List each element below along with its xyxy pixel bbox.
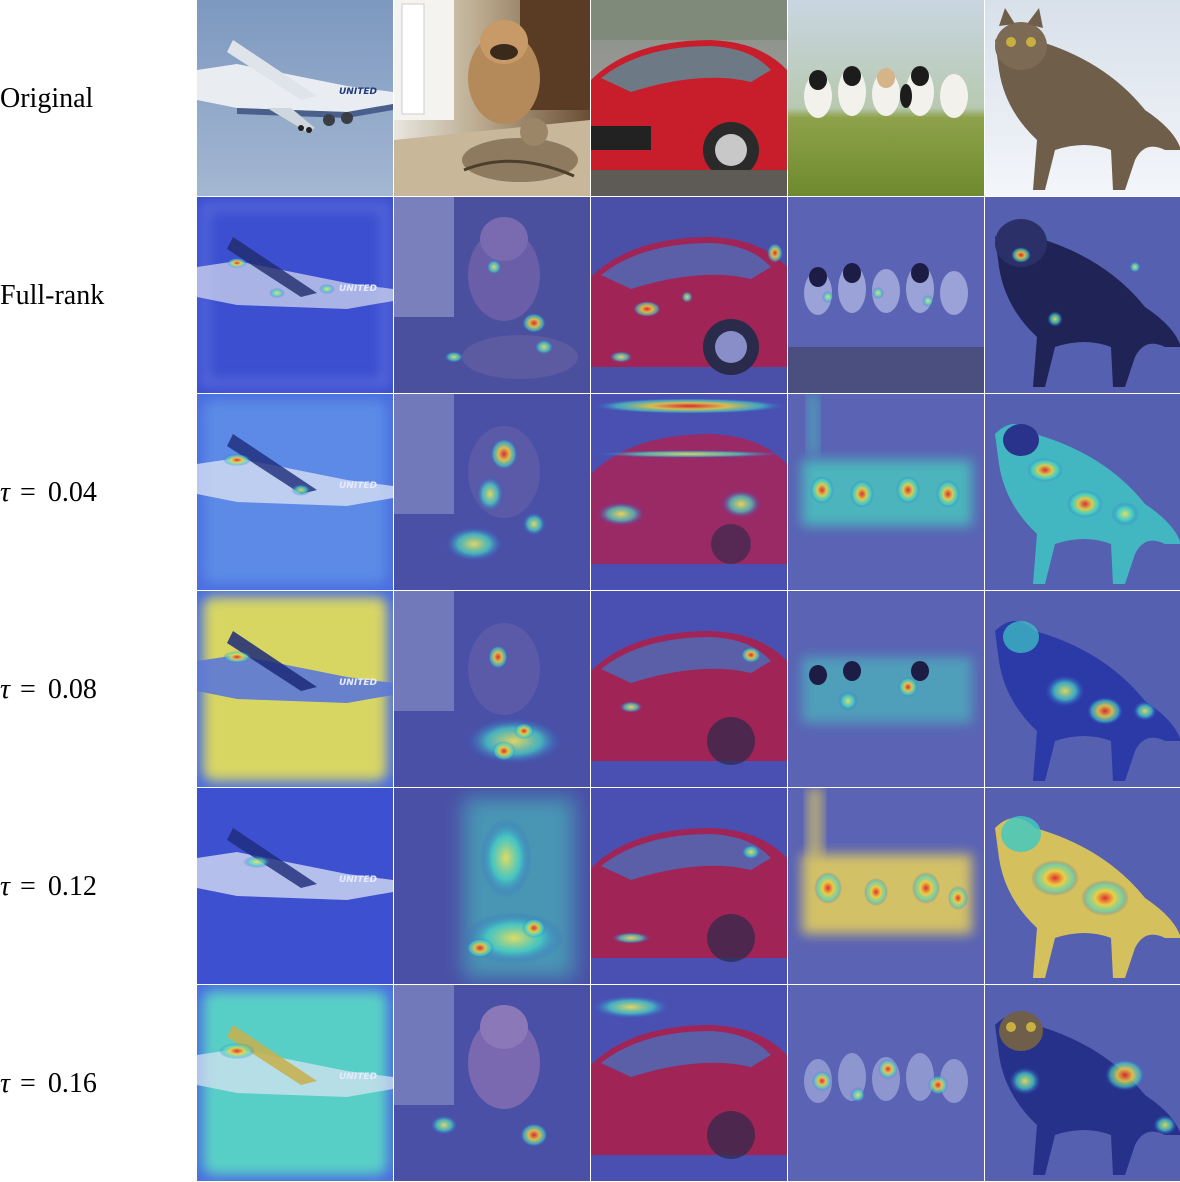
heatmap-airplane-tau-0-16: UNITED	[197, 985, 393, 1181]
heatmap-dogs-tau-0-04	[788, 394, 984, 590]
heatmap-cat-tau-0-08	[985, 591, 1180, 787]
heatmap-car-tau-0-12	[591, 788, 787, 984]
row-full-rank: Full-rank UNITED	[0, 197, 1180, 394]
row-label-text: Original	[0, 82, 94, 114]
heatmap-dogs-tau-0-08	[788, 591, 984, 787]
airplane-text: UNITED	[339, 87, 377, 97]
airplane-text: UNITED	[339, 1072, 377, 1082]
row-tau-0-08: τ = 0.08 UNITED	[0, 591, 1180, 788]
image-cat-original	[985, 0, 1180, 196]
airplane-text: UNITED	[339, 481, 377, 491]
heatmap-cat-tau-0-16	[985, 985, 1180, 1181]
heatmap-dog-cat-tau-0-16	[394, 985, 590, 1181]
heatmap-cat-tau-0-04	[985, 394, 1180, 590]
tau-value: 0.12	[47, 870, 97, 902]
tau-value: 0.04	[47, 476, 97, 508]
row-label-tau-0-16: τ = 0.16	[0, 985, 190, 1182]
tau-symbol: τ	[0, 870, 11, 902]
heatmap-dog-cat-full-rank	[394, 197, 590, 393]
heatmap-car-full-rank	[591, 197, 787, 393]
tau-symbol: τ	[0, 1067, 11, 1099]
heatmap-car-tau-0-08	[591, 591, 787, 787]
row-label-tau-0-04: τ = 0.04	[0, 394, 190, 591]
equals-sign: =	[20, 870, 36, 902]
heatmap-dogs-full-rank	[788, 197, 984, 393]
heatmap-airplane-tau-0-12: UNITED	[197, 788, 393, 984]
heatmap-airplane-tau-0-08: UNITED	[197, 591, 393, 787]
heatmap-cat-full-rank	[985, 197, 1180, 393]
tau-value: 0.08	[47, 673, 97, 705]
heatmap-dog-cat-tau-0-04	[394, 394, 590, 590]
equals-sign: =	[20, 1067, 36, 1099]
airplane-text: UNITED	[339, 284, 377, 294]
row-label-text: Full-rank	[0, 279, 105, 311]
airplane-text: UNITED	[339, 678, 377, 688]
heatmap-dogs-tau-0-16	[788, 985, 984, 1181]
row-tau-0-12: τ = 0.12 UNITED	[0, 788, 1180, 985]
row-label-tau-0-08: τ = 0.08	[0, 591, 190, 788]
row-label-original: Original	[0, 0, 190, 197]
image-car-original	[591, 0, 787, 196]
row-tau-0-04: τ = 0.04 UNITED	[0, 394, 1180, 591]
equals-sign: =	[20, 673, 36, 705]
image-airplane-original: UNITED	[197, 0, 393, 196]
airplane-text: UNITED	[339, 875, 377, 885]
tau-symbol: τ	[0, 476, 11, 508]
heatmap-dogs-tau-0-12	[788, 788, 984, 984]
row-original: Original UNITED	[0, 0, 1180, 197]
heatmap-dog-cat-tau-0-08	[394, 591, 590, 787]
heatmap-car-tau-0-04	[591, 394, 787, 590]
heatmap-airplane-tau-0-04: UNITED	[197, 394, 393, 590]
tau-symbol: τ	[0, 673, 11, 705]
equals-sign: =	[20, 476, 36, 508]
heatmap-car-tau-0-16	[591, 985, 787, 1181]
heatmap-cat-tau-0-12	[985, 788, 1180, 984]
heatmap-dog-cat-tau-0-12	[394, 788, 590, 984]
image-dog-cat-original	[394, 0, 590, 196]
row-label-full-rank: Full-rank	[0, 197, 190, 394]
row-tau-0-16: τ = 0.16 UNITED	[0, 985, 1180, 1182]
image-dogs-original	[788, 0, 984, 196]
tau-value: 0.16	[47, 1067, 97, 1099]
heatmap-airplane-full-rank: UNITED	[197, 197, 393, 393]
row-label-tau-0-12: τ = 0.12	[0, 788, 190, 985]
